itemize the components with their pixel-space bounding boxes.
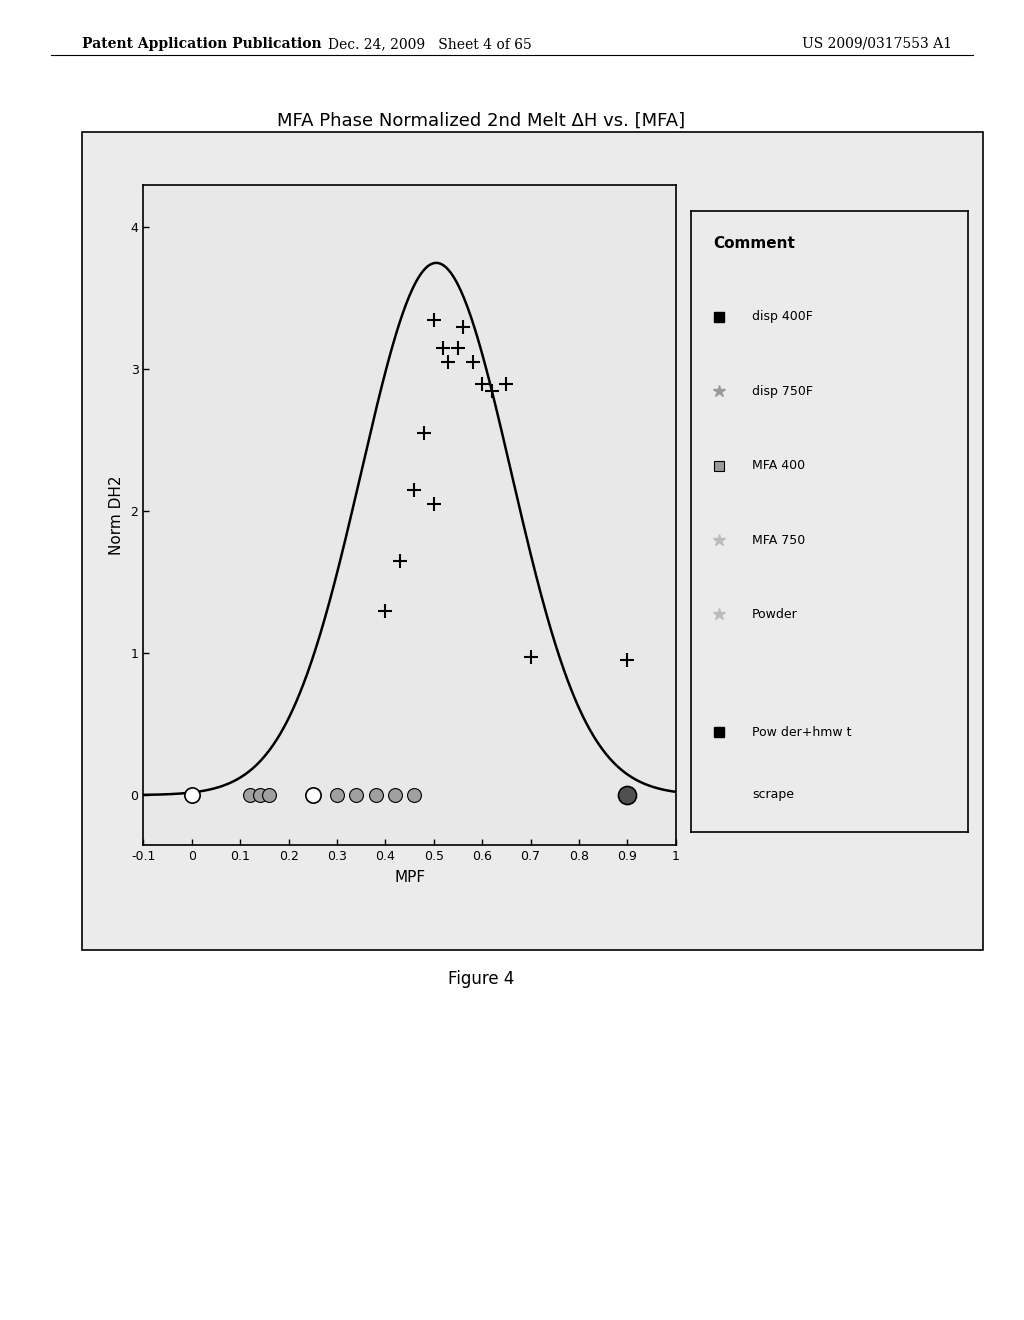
Text: MFA 400: MFA 400 <box>752 459 805 473</box>
Text: Comment: Comment <box>714 236 796 251</box>
Text: disp 400F: disp 400F <box>752 310 813 323</box>
Text: disp 750F: disp 750F <box>752 384 813 397</box>
Text: MFA 750: MFA 750 <box>752 533 805 546</box>
Text: Dec. 24, 2009   Sheet 4 of 65: Dec. 24, 2009 Sheet 4 of 65 <box>329 37 531 51</box>
Text: Figure 4: Figure 4 <box>449 970 514 989</box>
Y-axis label: Norm DH2: Norm DH2 <box>109 475 124 554</box>
Text: Powder: Powder <box>752 609 798 620</box>
X-axis label: MPF: MPF <box>394 870 425 884</box>
Text: MFA Phase Normalized 2nd Melt ΔH vs. [MFA]: MFA Phase Normalized 2nd Melt ΔH vs. [MF… <box>278 112 685 131</box>
Text: scrape: scrape <box>752 788 794 801</box>
Text: US 2009/0317553 A1: US 2009/0317553 A1 <box>803 37 952 51</box>
Text: Patent Application Publication: Patent Application Publication <box>82 37 322 51</box>
Text: Pow der+hmw t: Pow der+hmw t <box>752 726 852 739</box>
